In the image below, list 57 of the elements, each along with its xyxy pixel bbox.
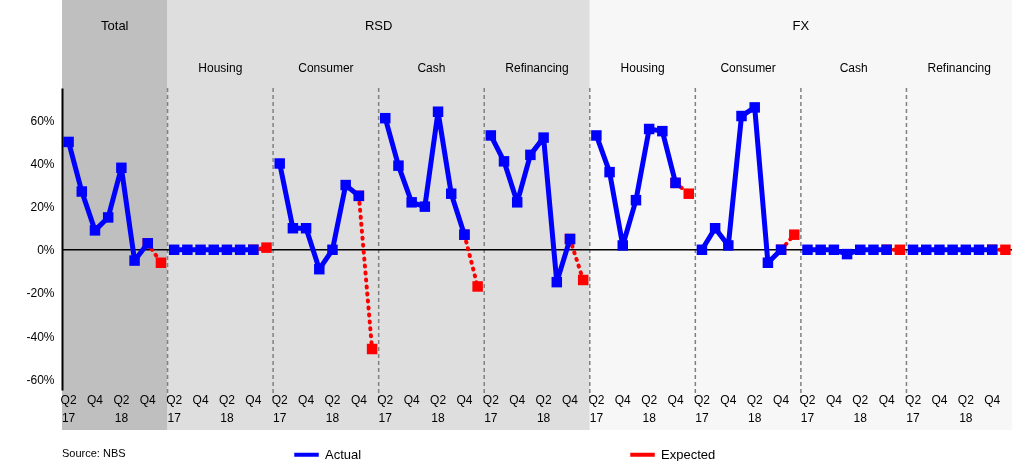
text: FX: [792, 18, 810, 33]
x-tick-label: Q2 17: [693, 393, 711, 425]
x-tick-label: Q4: [720, 393, 737, 407]
x-tick-label: Q2 18: [746, 393, 764, 425]
x-tick-label: Q4: [192, 393, 209, 407]
x-tick-label: Q2 18: [218, 393, 236, 425]
text: Refinancing: [505, 61, 569, 75]
x-tick-label: Q4: [509, 393, 526, 407]
x-tick-label: Q2 17: [271, 393, 289, 425]
x-tick-label: Q2 17: [377, 393, 394, 425]
y-tick-label: 40%: [30, 157, 55, 171]
x-tick-label: Q2 18: [535, 393, 552, 425]
x-tick-label: Q4: [139, 393, 157, 407]
text: Housing: [198, 61, 243, 75]
text: Housing: [620, 61, 665, 75]
x-tick-label: Q2 18: [957, 393, 975, 425]
x-tick-label: Q2 17: [588, 393, 605, 425]
text: RSD: [364, 18, 393, 33]
x-tick-label: Q2 17: [482, 393, 500, 425]
x-tick-label: Q2 17: [799, 393, 816, 425]
text: Cash: [417, 61, 446, 75]
x-tick-label: Q2 17: [166, 393, 183, 425]
y-tick-label: 0%: [37, 243, 55, 258]
legend-label: Expected: [661, 446, 716, 461]
x-tick-label: Q4: [298, 393, 315, 407]
x-tick-label: Q4: [984, 393, 1001, 407]
x-tick-label: Q2 17: [60, 393, 77, 425]
x-tick-label: Q4: [350, 393, 368, 407]
x-tick-label: Q4: [825, 393, 843, 407]
x-tick-label: Q4: [667, 393, 684, 407]
x-tick-label: Q2 18: [324, 393, 341, 425]
source-note: Source: NBS: [62, 447, 126, 459]
y-tick-label: 60%: [30, 113, 55, 128]
text: Consumer: [298, 61, 354, 75]
y-tick-label: -60%: [26, 372, 55, 387]
x-tick-label: Q4: [561, 393, 579, 407]
text: Cash: [839, 61, 868, 75]
x-tick-label: Q4: [931, 393, 948, 407]
text: Consumer: [720, 61, 776, 75]
x-tick-label: Q4: [773, 393, 790, 407]
y-tick-label: -40%: [26, 329, 55, 344]
y-tick-label: 20%: [30, 200, 55, 215]
x-tick-label: Q4: [614, 393, 632, 407]
x-tick-label: Q2 18: [430, 393, 447, 425]
x-tick-label: Q2 18: [641, 393, 658, 425]
legend-label: Actual: [325, 446, 362, 461]
text: Refinancing: [927, 61, 991, 75]
x-tick-label: Q4: [878, 393, 895, 407]
x-tick-label: Q4: [86, 393, 104, 407]
x-tick-label: Q4: [403, 393, 420, 407]
x-tick-label: Q2 17: [905, 393, 922, 425]
text: Total: [101, 18, 129, 33]
x-tick-label: Q4: [245, 393, 262, 407]
x-tick-label: Q4: [456, 393, 473, 407]
y-tick-label: -20%: [26, 286, 55, 301]
x-tick-label: Q2 18: [852, 393, 869, 425]
x-tick-label: Q2 18: [113, 393, 130, 425]
